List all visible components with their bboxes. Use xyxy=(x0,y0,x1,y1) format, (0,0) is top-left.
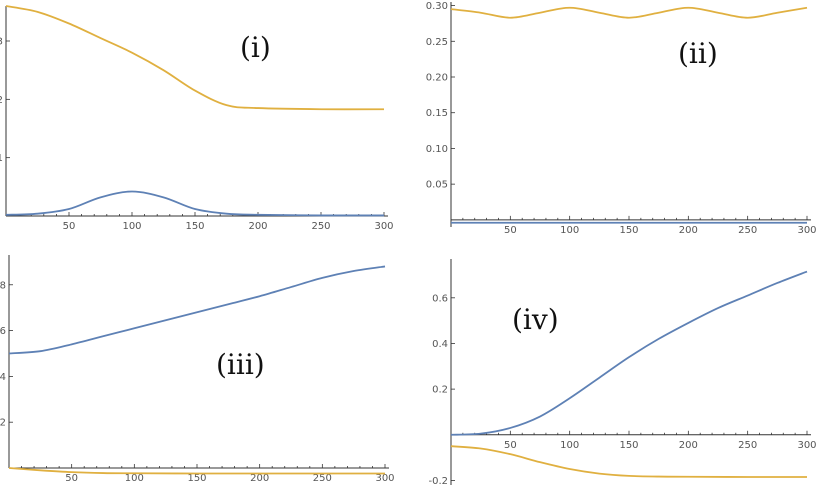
x-tick-label-i: 50 xyxy=(63,221,76,232)
x-tick-label-iii: 100 xyxy=(125,473,144,484)
y-tick-label-i: 0.2 xyxy=(0,95,3,106)
x-tick-label-iv: 300 xyxy=(797,440,816,451)
y-tick-label-iv: -0.2 xyxy=(428,476,448,487)
x-tick-label-iv: 250 xyxy=(738,440,757,451)
series-line-blue-iii xyxy=(8,265,386,355)
y-tick-label-iv: 0.2 xyxy=(432,385,448,396)
x-tick-label-i: 100 xyxy=(122,221,141,232)
x-tick-label-iv: 50 xyxy=(504,440,517,451)
x-tick-label-iii: 150 xyxy=(187,473,206,484)
y-tick-label-ii: 0.10 xyxy=(426,144,448,155)
y-tick-label-ii: 0.30 xyxy=(426,1,448,12)
y-tick-label-i: 0.1 xyxy=(0,153,3,164)
x-tick-label-i: 150 xyxy=(185,221,204,232)
chart-panel-iv: 50 100 150 200 250 300 -0.2 0.2 0.4 0.6 xyxy=(428,259,817,487)
y-tick-label-iii: 0.2 xyxy=(0,418,6,429)
series-line-gold-iv xyxy=(450,445,808,478)
panel-label-i: (i) xyxy=(240,31,271,64)
x-tick-label-ii: 150 xyxy=(619,225,638,236)
x-tick-label-ii: 200 xyxy=(679,225,698,236)
panel-label-iii: (iii) xyxy=(216,348,265,381)
y-tick-label-i: 0.3 xyxy=(0,37,3,48)
x-tick-label-iii: 250 xyxy=(313,473,332,484)
y-tick-label-iii: 0.4 xyxy=(0,372,6,383)
chart-panel-i: 50 100 150 200 250 300 0.1 0.2 0.3 xyxy=(0,5,394,232)
x-tick-label-iii: 300 xyxy=(375,473,394,484)
panel-label-ii: (ii) xyxy=(678,37,718,70)
chart-panel-iii: 50 100 150 200 250 300 0.2 0.4 0.6 0.8 xyxy=(0,255,395,484)
series-line-gold-ii xyxy=(450,6,808,19)
x-tick-label-iii: 200 xyxy=(250,473,269,484)
y-tick-label-iv: 0.6 xyxy=(432,293,448,304)
x-tick-label-i: 200 xyxy=(248,221,267,232)
y-tick-label-iii: 0.8 xyxy=(0,280,6,291)
x-tick-label-i: 300 xyxy=(374,221,393,232)
x-tick-label-i: 250 xyxy=(311,221,330,232)
x-tick-label-iv: 200 xyxy=(679,440,698,451)
series-line-blue-iv xyxy=(450,270,808,436)
x-tick-label-iv: 150 xyxy=(619,440,638,451)
series-line-gold-iii xyxy=(8,467,385,475)
panel-label-iv: (iv) xyxy=(512,303,559,336)
x-tick-label-ii: 50 xyxy=(504,225,517,236)
y-tick-label-iv: 0.4 xyxy=(432,339,448,350)
x-tick-label-ii: 300 xyxy=(797,225,816,236)
x-tick-label-ii: 100 xyxy=(560,225,579,236)
chart-panel-ii: 50 100 150 200 250 300 0.05 0.10 0.15 0.20 0.25 0.3… xyxy=(426,1,817,236)
y-tick-label-iii: 0.6 xyxy=(0,326,6,337)
x-tick-label-iii: 50 xyxy=(65,473,78,484)
y-tick-label-ii: 0.15 xyxy=(426,108,448,119)
y-tick-label-ii: 0.20 xyxy=(426,73,448,84)
y-tick-label-ii: 0.25 xyxy=(426,37,448,48)
x-tick-label-ii: 250 xyxy=(738,225,757,236)
y-tick-label-ii: 0.05 xyxy=(426,180,448,191)
x-tick-label-iv: 100 xyxy=(560,440,579,451)
series-line-blue-i xyxy=(5,190,385,217)
series-line-gold-i xyxy=(5,5,385,111)
